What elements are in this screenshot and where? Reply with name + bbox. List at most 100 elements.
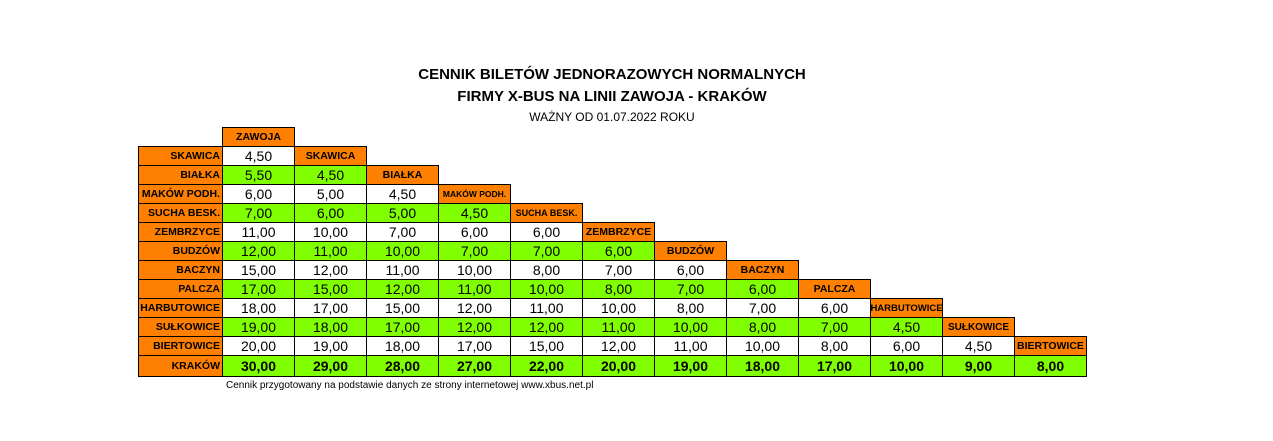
column-header: PALCZA [798,279,871,299]
column-header: SUŁKOWICE [942,317,1015,337]
price-cell: 4,50 [222,146,295,166]
row-label: SKAWICA [138,146,223,166]
price-cell: 6,00 [870,336,943,356]
price-cell: 7,00 [798,317,871,337]
price-cell: 30,00 [222,355,295,377]
price-cell: 7,00 [222,203,295,223]
price-cell: 19,00 [294,336,367,356]
price-cell: 11,00 [438,279,511,299]
price-cell: 20,00 [582,355,655,377]
price-cell: 10,00 [294,222,367,242]
price-cell: 5,00 [366,203,439,223]
row-label: PALCZA [138,279,223,299]
price-cell: 18,00 [366,336,439,356]
column-header: BUDZÓW [654,241,727,261]
price-cell: 19,00 [654,355,727,377]
price-cell: 19,00 [222,317,295,337]
price-cell: 7,00 [582,260,655,280]
row-label: MAKÓW PODH. [138,184,223,204]
price-cell: 6,00 [222,184,295,204]
price-cell: 10,00 [726,336,799,356]
price-cell: 4,50 [294,165,367,185]
price-cell: 11,00 [294,241,367,261]
price-cell: 10,00 [366,241,439,261]
column-header: MAKÓW PODH. [438,184,511,204]
price-cell: 8,00 [582,279,655,299]
price-cell: 11,00 [582,317,655,337]
price-cell: 12,00 [582,336,655,356]
price-cell: 17,00 [366,317,439,337]
price-cell: 8,00 [654,298,727,318]
price-cell: 12,00 [222,241,295,261]
row-label: BIAŁKA [138,165,223,185]
price-cell: 9,00 [942,355,1015,377]
price-cell: 6,00 [654,260,727,280]
price-cell: 8,00 [1014,355,1087,377]
price-cell: 15,00 [222,260,295,280]
price-cell: 7,00 [654,279,727,299]
row-label: BIERTOWICE [138,336,223,356]
price-cell: 12,00 [294,260,367,280]
price-cell: 7,00 [726,298,799,318]
column-header: BIERTOWICE [1014,336,1087,356]
price-cell: 4,50 [870,317,943,337]
price-cell: 5,00 [294,184,367,204]
price-cell: 18,00 [222,298,295,318]
price-cell: 10,00 [654,317,727,337]
price-cell: 4,50 [942,336,1015,356]
row-label: HARBUTOWICE [138,298,223,318]
price-cell: 5,50 [222,165,295,185]
price-cell: 12,00 [510,317,583,337]
price-cell: 4,50 [438,203,511,223]
price-cell: 11,00 [222,222,295,242]
price-cell: 6,00 [438,222,511,242]
column-header: BIAŁKA [366,165,439,185]
price-cell: 10,00 [582,298,655,318]
price-cell: 7,00 [438,241,511,261]
price-cell: 15,00 [366,298,439,318]
row-label: SUŁKOWICE [138,317,223,337]
price-cell: 6,00 [294,203,367,223]
row-label: BACZYN [138,260,223,280]
row-label: SUCHA BESK. [138,203,223,223]
price-cell: 8,00 [510,260,583,280]
price-cell: 17,00 [294,298,367,318]
row-label: BUDZÓW [138,241,223,261]
price-cell: 22,00 [510,355,583,377]
footnote: Cennik przygotowany na podstawie danych … [226,380,594,391]
price-cell: 17,00 [438,336,511,356]
column-header: HARBUTOWICE [870,298,943,318]
price-cell: 12,00 [366,279,439,299]
price-cell: 7,00 [366,222,439,242]
price-cell: 4,50 [366,184,439,204]
price-cell: 17,00 [222,279,295,299]
price-cell: 10,00 [510,279,583,299]
price-cell: 17,00 [798,355,871,377]
price-cell: 6,00 [798,298,871,318]
price-cell: 11,00 [510,298,583,318]
price-cell: 6,00 [510,222,583,242]
price-cell: 10,00 [870,355,943,377]
price-cell: 18,00 [294,317,367,337]
column-header: SKAWICA [294,146,367,166]
row-label: ZEMBRZYCE [138,222,223,242]
price-cell: 20,00 [222,336,295,356]
title-line-2: FIRMY X-BUS NA LINII ZAWOJA - KRAKÓW [457,88,767,105]
price-cell: 15,00 [510,336,583,356]
price-cell: 27,00 [438,355,511,377]
price-cell: 10,00 [438,260,511,280]
price-cell: 15,00 [294,279,367,299]
price-cell: 29,00 [294,355,367,377]
price-cell: 11,00 [366,260,439,280]
column-header: SUCHA BESK. [510,203,583,223]
price-cell: 6,00 [582,241,655,261]
column-header: ZAWOJA [222,127,295,147]
validity-date: WAŻNY OD 01.07.2022 ROKU [529,110,695,124]
price-cell: 28,00 [366,355,439,377]
price-cell: 8,00 [726,317,799,337]
price-cell: 12,00 [438,317,511,337]
price-cell: 7,00 [510,241,583,261]
price-cell: 18,00 [726,355,799,377]
title-line-1: CENNIK BILETÓW JEDNORAZOWYCH NORMALNYCH [418,66,806,83]
price-cell: 8,00 [798,336,871,356]
